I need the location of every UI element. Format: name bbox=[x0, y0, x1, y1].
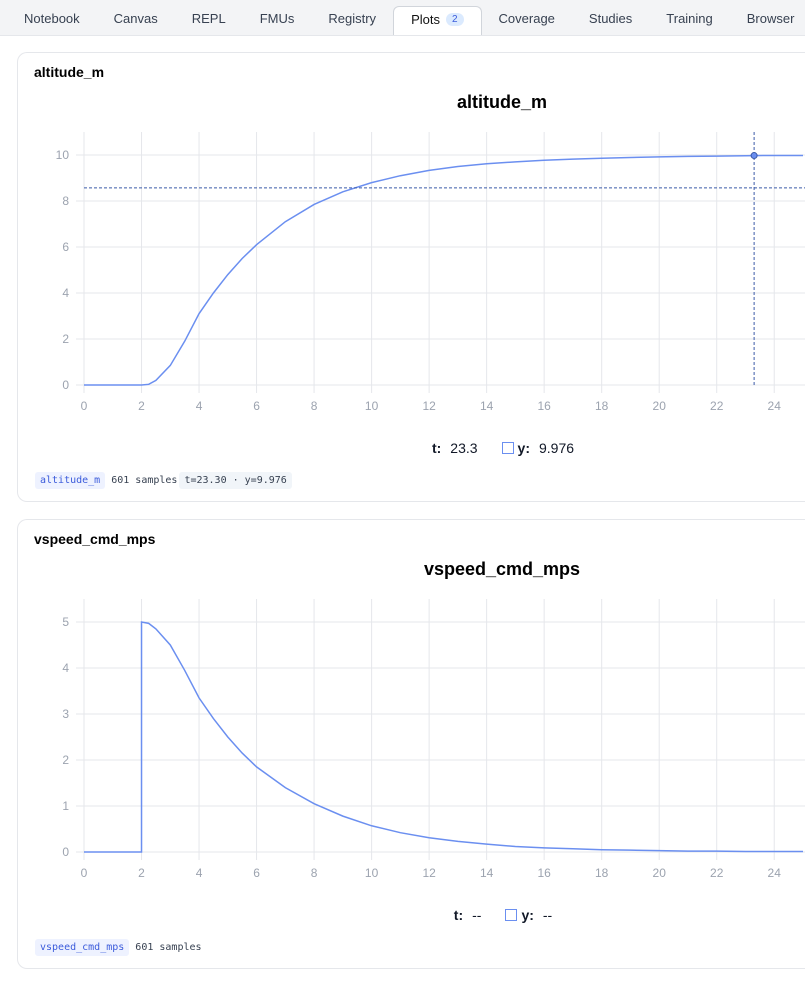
legend-swatch bbox=[505, 909, 518, 921]
y-tick-label: 2 bbox=[62, 753, 69, 767]
tab-label: FMUs bbox=[259, 11, 295, 26]
x-tick-label: 10 bbox=[365, 399, 379, 413]
readout: t: 23.3 y: 9.976 bbox=[303, 440, 703, 456]
x-tick-label: 16 bbox=[537, 399, 551, 413]
readout-label: t: bbox=[431, 440, 442, 456]
series-tag: vspeed_cmd_mps bbox=[35, 939, 130, 956]
tab[interactable]: REPL bbox=[175, 6, 243, 35]
x-tick-label: 14 bbox=[480, 866, 494, 880]
tab[interactable]: Registry bbox=[311, 6, 393, 35]
y-tick-label: 6 bbox=[62, 240, 69, 254]
footer: altitude_m 601 samples t=23.30 · y=9.976 bbox=[35, 472, 292, 489]
x-tick-label: 0 bbox=[81, 399, 88, 413]
data-line bbox=[84, 154, 803, 386]
x-tick-label: 8 bbox=[311, 399, 318, 413]
readout-label: t: bbox=[453, 907, 464, 923]
chart-title: vspeed_cmd_mps bbox=[424, 559, 580, 579]
readout-value: 9.976 bbox=[538, 440, 575, 456]
y-tick-label: 2 bbox=[62, 332, 69, 346]
panel-heading: altitude_m bbox=[34, 64, 104, 80]
tab[interactable]: Coverage bbox=[482, 6, 572, 35]
chart-title: altitude_m bbox=[457, 92, 547, 112]
legend-swatch bbox=[501, 442, 514, 454]
tab-bar: Notebook Canvas REPL FMUs Registry Plots 2 Cove… bbox=[0, 0, 805, 36]
data-line bbox=[84, 621, 803, 853]
tab-label: Notebook bbox=[24, 11, 80, 26]
x-tick-label: 4 bbox=[196, 866, 203, 880]
tab-label: Plots bbox=[411, 11, 440, 27]
panel-heading: vspeed_cmd_mps bbox=[34, 531, 156, 547]
tab[interactable]: Canvas bbox=[97, 6, 175, 35]
x-tick-label: 18 bbox=[595, 399, 609, 413]
tab-label: Training bbox=[666, 11, 713, 26]
tab-label: Studies bbox=[588, 11, 633, 26]
readout-value: -- bbox=[542, 907, 553, 923]
readout-label: y: bbox=[521, 907, 534, 923]
y-tick-label: 5 bbox=[62, 615, 69, 629]
x-tick-label: 14 bbox=[480, 399, 494, 413]
x-tick-label: 22 bbox=[710, 399, 724, 413]
y-tick-label: 0 bbox=[62, 378, 69, 392]
sample-count: 601 samples bbox=[135, 942, 202, 953]
tab-label: Coverage bbox=[498, 11, 555, 26]
tab-label: Registry bbox=[328, 11, 377, 26]
series-tag: altitude_m bbox=[35, 472, 106, 489]
tab[interactable]: Browser bbox=[730, 6, 805, 35]
x-tick-label: 2 bbox=[138, 866, 145, 880]
tab-label: REPL bbox=[191, 11, 226, 26]
x-tick-label: 20 bbox=[653, 399, 667, 413]
plot-panel bbox=[17, 52, 805, 502]
tab-badge: 2 bbox=[445, 12, 464, 26]
footer: vspeed_cmd_mps 601 samples bbox=[35, 939, 202, 956]
x-tick-label: 2 bbox=[138, 399, 145, 413]
tab[interactable]: FMUs bbox=[243, 6, 312, 35]
x-tick-label: 12 bbox=[422, 866, 436, 880]
y-tick-label: 10 bbox=[56, 148, 70, 162]
x-tick-label: 4 bbox=[196, 399, 203, 413]
tab[interactable]: Plots 2 bbox=[393, 6, 482, 35]
x-tick-label: 8 bbox=[311, 866, 318, 880]
x-tick-label: 16 bbox=[537, 866, 551, 880]
readout-value: -- bbox=[472, 907, 482, 923]
y-tick-label: 1 bbox=[62, 799, 69, 813]
plot-panel bbox=[17, 519, 805, 969]
tab[interactable]: Studies bbox=[572, 6, 649, 35]
x-tick-label: 20 bbox=[653, 866, 667, 880]
y-tick-label: 8 bbox=[62, 194, 69, 208]
x-tick-label: 22 bbox=[710, 866, 724, 880]
readout-label: y: bbox=[517, 440, 530, 456]
y-tick-label: 4 bbox=[62, 286, 69, 300]
readout: t: -- y: -- bbox=[303, 907, 703, 923]
x-tick-label: 0 bbox=[81, 866, 88, 880]
cursor-point bbox=[750, 152, 758, 160]
y-tick-label: 3 bbox=[62, 707, 69, 721]
x-tick-label: 24 bbox=[768, 399, 782, 413]
sample-count: 601 samples bbox=[111, 475, 178, 486]
readout-value: 23.3 bbox=[450, 440, 478, 456]
tab-label: Browser bbox=[746, 11, 795, 26]
x-tick-label: 12 bbox=[422, 399, 436, 413]
x-tick-label: 24 bbox=[768, 866, 782, 880]
x-tick-label: 6 bbox=[253, 866, 260, 880]
tab-label: Canvas bbox=[113, 11, 158, 26]
tab[interactable]: Notebook bbox=[7, 6, 97, 35]
x-tick-label: 10 bbox=[365, 866, 379, 880]
tab[interactable]: Training bbox=[649, 6, 729, 35]
x-tick-label: 6 bbox=[253, 399, 260, 413]
y-tick-label: 0 bbox=[62, 845, 69, 859]
x-tick-label: 18 bbox=[595, 866, 609, 880]
cursor-info: t=23.30 · y=9.976 bbox=[179, 472, 292, 489]
y-tick-label: 4 bbox=[62, 661, 69, 675]
